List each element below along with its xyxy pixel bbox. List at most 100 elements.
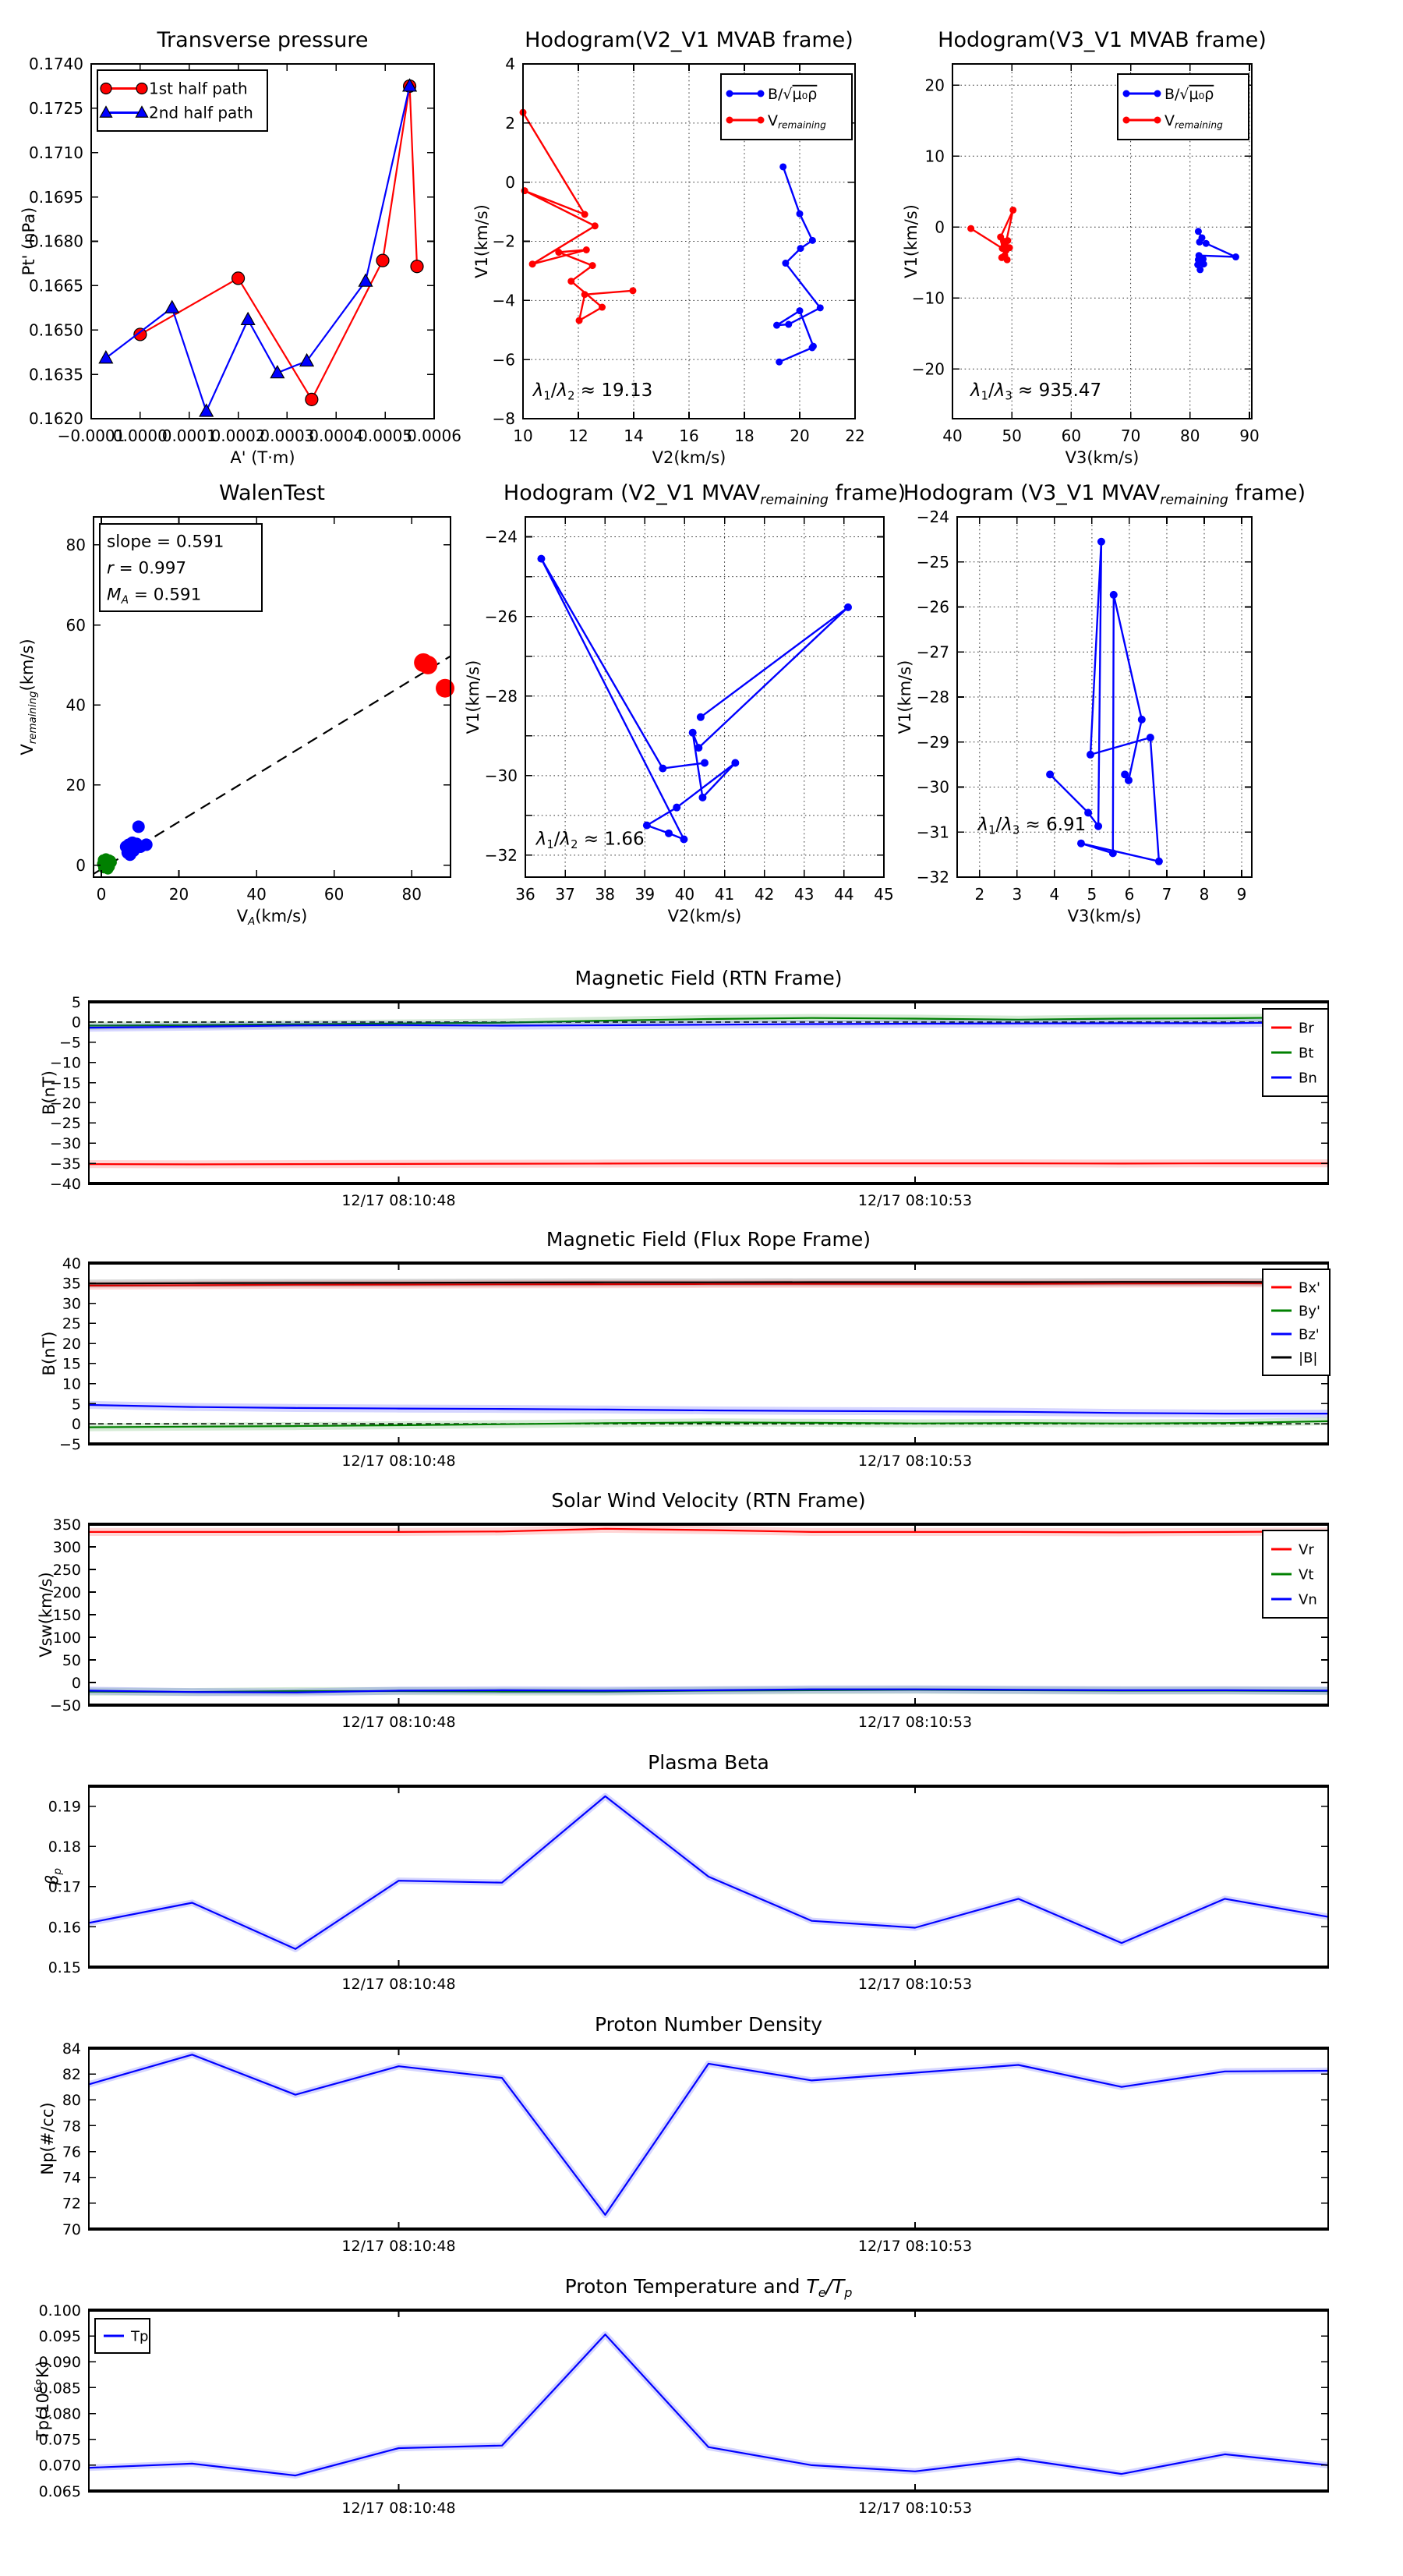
tick-labels: 40 50 60 70 80 90 20 10 0 −10 −20 xyxy=(912,76,1260,446)
hodogram-v3v1-mvab-plot: 40 50 60 70 80 90 20 10 0 −10 −20 Hodogram(V3_V1 MV… xyxy=(902,28,1267,467)
x-tick-label: 12/17 08:10:53 xyxy=(858,2500,972,2517)
x-tick-label: 12/17 08:10:53 xyxy=(858,1976,972,1993)
hodogram-v3v1-mvav-title: Hodogram (V3_V1 MVAVremaining frame) xyxy=(903,481,1306,508)
y-tick-label: −30 xyxy=(917,778,949,797)
y-tick-label: −20 xyxy=(50,1095,81,1112)
walen-test-plot: 0 20 40 60 80 0 20 40 60 80 WalenTest VA(km/s) Vrema… xyxy=(18,481,455,928)
hodogram-v2v1-mvab-xlabel: V2(km/s) xyxy=(652,448,726,467)
x-tick-label: 12/17 08:10:53 xyxy=(858,1714,972,1731)
hodogram-v2v1-mvav-ylabel: V1(km/s) xyxy=(464,660,482,734)
hodogram-v2v1-mvab-title: Hodogram(V2_V1 MVAB frame) xyxy=(525,28,853,52)
y-tick-label: 0.080 xyxy=(39,2405,81,2422)
x-tick-label: 43 xyxy=(794,885,814,904)
x-tick-label: 41 xyxy=(715,885,734,904)
hodogram-v3v1-mvab-title: Hodogram(V3_V1 MVAB frame) xyxy=(938,28,1267,52)
y-tick-label: −32 xyxy=(917,868,949,886)
y-tick-label: 4 xyxy=(505,55,515,73)
x-tick-label: 40 xyxy=(942,426,962,445)
y-tick-label: −28 xyxy=(917,688,949,706)
y-tick-label: −25 xyxy=(917,553,949,571)
hodogram-v3v1-mvav-ylabel: V1(km/s) xyxy=(896,660,914,734)
x-tick-label: 80 xyxy=(1180,426,1200,445)
x-tick-label: 44 xyxy=(834,885,853,904)
y-tick-label: −30 xyxy=(50,1135,81,1152)
x-tick-label: 14 xyxy=(624,426,643,445)
transverse-pressure-title: Transverse pressure xyxy=(157,28,369,52)
y-tick-label: 0 xyxy=(72,1416,81,1433)
x-tick-label: −0.0001 xyxy=(58,426,125,445)
x-tick-label: 8 xyxy=(1200,885,1210,904)
y-tick-label: 250 xyxy=(53,1562,81,1579)
x-tick-label: 2 xyxy=(974,885,984,904)
y-tick-label: −10 xyxy=(50,1055,81,1072)
x-tick-label: 3 xyxy=(1012,885,1022,904)
x-tick-label: 90 xyxy=(1239,426,1259,445)
transverse-pressure-xlabel: A' (T·m) xyxy=(230,448,295,467)
transverse-pressure-ylabel: Pt' (nPa) xyxy=(19,207,38,276)
y-tick-label: −15 xyxy=(50,1074,81,1092)
y-tick-label: −40 xyxy=(50,1176,81,1193)
hodogram-v2v1-mvav-xlabel: V2(km/s) xyxy=(668,907,742,925)
axes-spines xyxy=(88,2047,1329,2231)
tick-marks xyxy=(89,1523,1328,1706)
plasma-beta-series-beta-p xyxy=(88,1792,1329,1952)
legend-label: 2nd half path xyxy=(149,104,253,122)
walen-test-series-second-points xyxy=(119,820,153,862)
tick-labels: 12/17 08:10:48 12/17 08:10:53 0.100 0.095 0.… xyxy=(39,2302,972,2517)
x-tick-label: 9 xyxy=(1237,885,1247,904)
magnetic-field-flux-rope-series-Bx-prime xyxy=(88,1279,1329,1290)
magnetic-field-flux-rope-series-B-magnitude xyxy=(88,1278,1329,1288)
y-tick-label: 100 xyxy=(53,1629,81,1647)
x-tick-label: 0 xyxy=(97,885,107,904)
y-tick-label: 0.1740 xyxy=(29,55,83,73)
magnetic-field-rtn-series-Br xyxy=(88,1159,1328,1169)
x-tick-label: 37 xyxy=(555,885,574,904)
axes-spines xyxy=(88,2309,1329,2493)
x-tick-label: 12/17 08:10:53 xyxy=(858,1192,972,1209)
y-tick-label: 74 xyxy=(62,2170,81,2187)
y-tick-label: 0.19 xyxy=(48,1799,81,1816)
hodogram-v3v1-mvab-ylabel: V1(km/s) xyxy=(902,204,921,278)
y-tick-label: 0.1710 xyxy=(29,143,83,162)
y-tick-label: −25 xyxy=(50,1115,81,1132)
y-tick-label: −26 xyxy=(485,607,518,626)
y-tick-label: −4 xyxy=(493,292,515,310)
solar-wind-velocity-legend: Vr Vt Vn xyxy=(1262,1530,1329,1619)
solar-wind-velocity-series-Vn xyxy=(88,1685,1329,1697)
x-tick-label: 12/17 08:10:48 xyxy=(341,1976,455,1993)
y-tick-label: −20 xyxy=(912,360,945,379)
axes-spines xyxy=(93,516,451,878)
magnetic-field-flux-rope-ylabel: B(nT) xyxy=(40,1332,58,1376)
y-tick-label: 10 xyxy=(925,147,945,166)
x-tick-label: 12 xyxy=(568,426,588,445)
x-tick-label: 36 xyxy=(515,885,535,904)
y-tick-label: 30 xyxy=(62,1295,81,1312)
y-tick-label: 0.15 xyxy=(48,1959,81,1976)
hodogram-v3v1-mvav-series-hodogram-path xyxy=(1046,537,1163,865)
x-tick-label: 22 xyxy=(845,426,864,445)
transverse-pressure-series-2nd-half-path xyxy=(98,78,418,417)
hodogram-v2v1-mvav-title: Hodogram (V2_V1 MVAVremaining frame) xyxy=(504,481,906,508)
legend-label: Vremaining xyxy=(768,112,826,131)
x-tick-label: 12/17 08:10:48 xyxy=(341,2500,455,2517)
legend-label: Bt xyxy=(1299,1045,1313,1061)
transverse-pressure-plot: −0.00010.00000.00010.00020.00030.00040.0… xyxy=(19,28,461,467)
y-tick-label: 25 xyxy=(62,1315,81,1332)
hodogram-v2v1-mvab-plot: 10 12 14 16 18 20 22420−2−4−6−8Hodogram(V2_V1 … xyxy=(472,28,865,467)
y-tick-label: 0.090 xyxy=(39,2354,81,2371)
proton-number-density-title: Proton Number Density xyxy=(595,2013,822,2036)
proton-temperature-ylabel: Tp(106°K) xyxy=(34,2361,52,2441)
x-tick-label: 0.0003 xyxy=(260,426,314,445)
x-tick-label: 0.0004 xyxy=(309,426,363,445)
x-tick-label: 0.0006 xyxy=(407,426,461,445)
y-tick-label: 72 xyxy=(62,2196,81,2213)
hodogram-v3v1-mvab-annotation: λ1/λ3 ≈ 935.47 xyxy=(969,380,1101,403)
y-tick-label: 84 xyxy=(62,2040,81,2058)
y-tick-label: −32 xyxy=(485,846,518,865)
hodogram-v3v1-mvab-series-v-remaining xyxy=(967,206,1017,264)
y-tick-label: 10 xyxy=(62,1376,81,1393)
